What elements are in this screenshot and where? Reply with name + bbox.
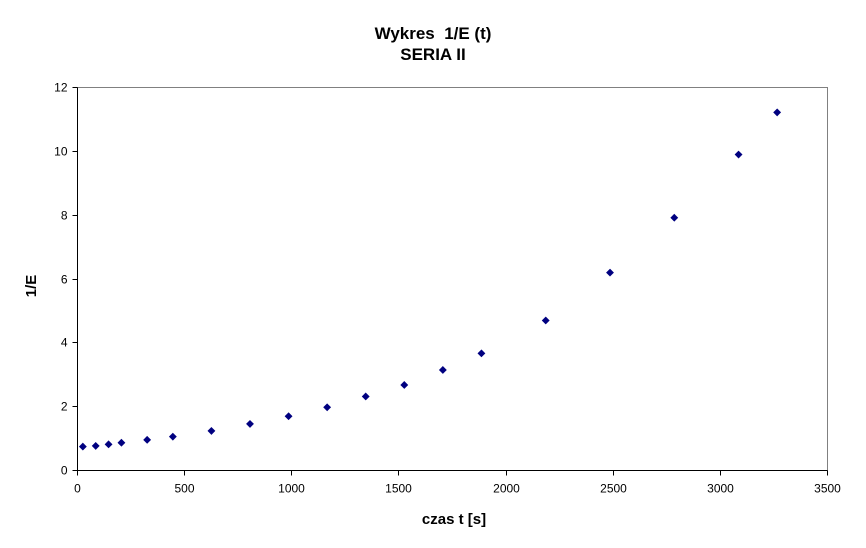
data-point [143,435,152,444]
data-point [400,381,409,389]
data-point [117,438,126,447]
x-tick-label: 2000 [493,482,520,496]
data-points [78,108,782,451]
y-tick-label: 8 [61,209,68,223]
data-point [361,392,370,401]
x-tick-label: 0 [74,482,81,496]
data-point [104,440,113,449]
x-tick-label: 3500 [814,482,841,496]
data-point [246,419,254,428]
data-point [438,366,447,374]
data-point [773,108,782,117]
data-point [284,412,293,421]
y-tick-label: 0 [61,464,68,478]
x-tick-label: 2500 [600,482,627,496]
data-point [78,442,87,451]
x-axis-label: czas t [s] [422,511,486,528]
x-tick-label: 500 [174,482,194,496]
x-tick-label: 1000 [278,482,305,496]
axes: 0 2 4 6 8 10 12 0 500 1000 1500 2000 2500 3000 3500 [54,81,841,496]
y-axis-label: 1/E [23,275,40,298]
y-tick-label: 6 [61,273,68,287]
data-point [168,432,177,441]
chart-title: Wykres 1/E (t) [375,24,492,43]
y-tick-label: 2 [61,400,68,414]
data-point [670,213,679,222]
data-point [606,268,614,277]
y-tick-label: 12 [54,81,68,95]
y-tick-label: 10 [54,145,68,159]
data-point [207,426,216,435]
x-tick-label: 1500 [385,482,412,496]
x-tick-label: 3000 [707,482,734,496]
data-point [541,316,550,325]
data-point [477,349,486,358]
plot-area [77,87,828,471]
chart-subtitle: SERIA II [400,45,466,64]
data-point [323,403,332,412]
data-point [734,150,743,159]
data-point [91,441,100,450]
y-tick-label: 4 [61,336,68,350]
